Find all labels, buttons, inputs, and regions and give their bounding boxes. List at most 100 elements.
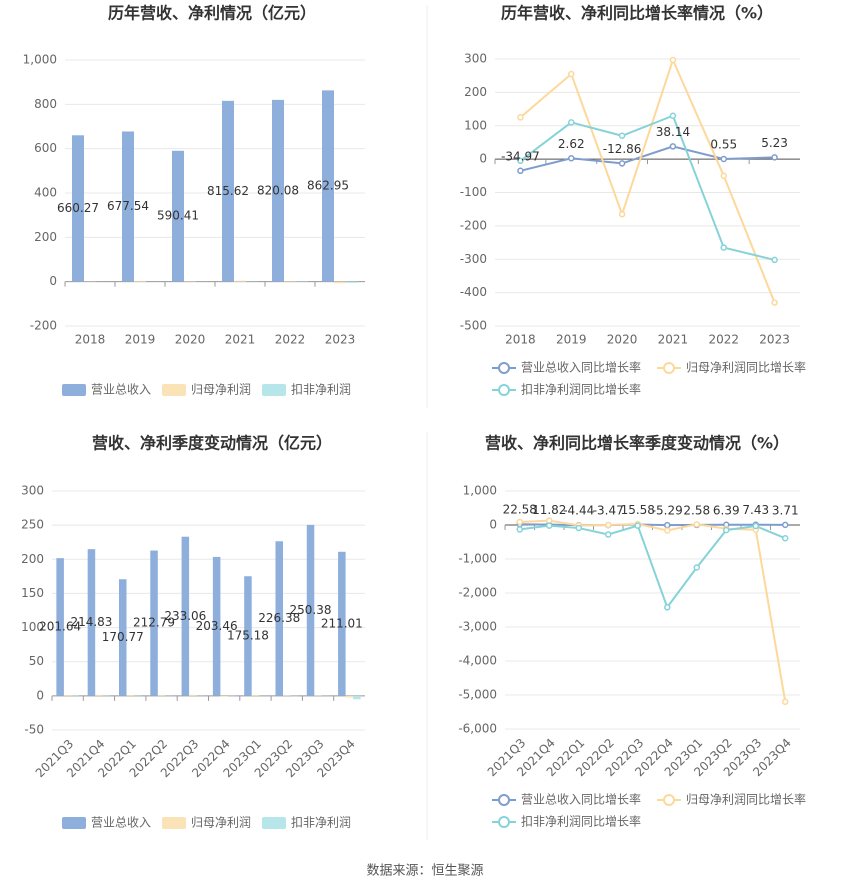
data-label: 5.23 bbox=[761, 136, 788, 150]
legend-swatch bbox=[262, 817, 286, 829]
legend-label: 归母净利润 bbox=[191, 816, 251, 830]
point bbox=[693, 564, 700, 571]
point bbox=[664, 527, 671, 534]
legend-swatch bbox=[498, 794, 510, 806]
bar bbox=[122, 131, 134, 282]
point bbox=[782, 698, 789, 706]
x-tick-label: 2023 bbox=[759, 333, 790, 347]
legend-swatch bbox=[62, 817, 86, 829]
point bbox=[720, 172, 727, 180]
data-label: 820.08 bbox=[257, 183, 299, 197]
point bbox=[618, 160, 626, 167]
legend-label: 归母净利润 bbox=[191, 383, 251, 397]
bar bbox=[150, 550, 158, 696]
y-tick-label: -4,000 bbox=[458, 654, 497, 668]
line bbox=[519, 57, 776, 304]
x-tick-label: 2018 bbox=[75, 333, 106, 347]
y-tick-label: 150 bbox=[21, 586, 44, 600]
point bbox=[546, 522, 553, 529]
chart-title: 营收、净利季度变动情况（亿元） bbox=[92, 434, 332, 453]
data-label: 170.77 bbox=[102, 630, 144, 644]
legend-swatch bbox=[162, 384, 186, 396]
data-label: 660.27 bbox=[57, 201, 99, 215]
bar bbox=[272, 99, 284, 282]
bar bbox=[353, 695, 361, 700]
legend-swatch bbox=[663, 362, 675, 374]
bar bbox=[322, 90, 334, 282]
point bbox=[517, 114, 524, 121]
bar bbox=[212, 556, 221, 696]
data-label: 0.55 bbox=[710, 137, 737, 151]
data-label: 233.06 bbox=[164, 609, 206, 623]
data-label: 212.79 bbox=[133, 616, 175, 630]
data-label: -12.86 bbox=[603, 142, 642, 156]
legend-swatch bbox=[498, 384, 510, 396]
legend-label: 扣非净利润 bbox=[291, 383, 351, 397]
bar bbox=[220, 695, 228, 697]
y-tick-label: -500 bbox=[460, 319, 487, 333]
legend-swatch bbox=[498, 816, 510, 828]
point bbox=[771, 299, 778, 306]
x-tick-label: 2018 bbox=[505, 333, 536, 347]
y-tick-label: 0 bbox=[489, 518, 497, 532]
y-tick-label: 300 bbox=[21, 484, 44, 498]
bar bbox=[222, 100, 234, 282]
x-tick-label: 2022 bbox=[275, 333, 306, 347]
legend-label: 营业总收入 bbox=[91, 383, 151, 397]
x-tick-label: 2020 bbox=[175, 333, 206, 347]
y-tick-label: -200 bbox=[30, 319, 57, 333]
y-tick-label: 50 bbox=[29, 654, 44, 668]
point bbox=[575, 524, 582, 532]
x-tick-label: 2021 bbox=[658, 333, 689, 347]
bar bbox=[234, 280, 246, 282]
data-label: 3.71 bbox=[772, 503, 799, 517]
bar bbox=[189, 694, 197, 696]
y-tick-label: 100 bbox=[464, 118, 487, 132]
point bbox=[516, 526, 523, 533]
bar bbox=[251, 694, 260, 696]
y-tick-label: -5,000 bbox=[458, 688, 497, 702]
y-tick-label: -200 bbox=[460, 218, 487, 232]
x-tick-label: 2019 bbox=[125, 333, 156, 347]
legend-label: 扣非净利润同比增长率 bbox=[521, 814, 641, 829]
bar bbox=[346, 281, 358, 283]
bar bbox=[134, 280, 146, 282]
y-tick-label: -100 bbox=[460, 185, 487, 199]
point bbox=[771, 256, 778, 264]
data-label: 590.41 bbox=[157, 209, 199, 223]
y-tick-label: -300 bbox=[460, 252, 487, 266]
data-label: 15.58 bbox=[621, 503, 655, 517]
point bbox=[782, 535, 789, 542]
bar bbox=[63, 695, 72, 696]
legend-label: 扣非净利润同比增长率 bbox=[521, 382, 641, 397]
y-tick-label: 0 bbox=[49, 274, 57, 288]
point bbox=[669, 143, 677, 150]
bar bbox=[181, 536, 190, 696]
chart-title: 历年营收、净利同比增长率情况（%） bbox=[501, 4, 773, 23]
legend-swatch bbox=[62, 384, 86, 396]
y-tick-label: 200 bbox=[34, 230, 57, 244]
y-tick-label: 250 bbox=[21, 518, 44, 532]
bar bbox=[157, 695, 166, 696]
y-tick-label: 400 bbox=[34, 186, 57, 200]
bar bbox=[345, 695, 354, 698]
bar bbox=[87, 549, 96, 696]
point bbox=[605, 531, 612, 538]
data-label: 2.62 bbox=[558, 137, 585, 151]
bar bbox=[275, 541, 283, 696]
point bbox=[516, 518, 523, 526]
y-tick-label: 200 bbox=[21, 552, 44, 566]
data-label: 22.58 bbox=[503, 503, 537, 517]
bar bbox=[244, 576, 252, 696]
data-label: 2.58 bbox=[683, 503, 710, 517]
bar bbox=[306, 524, 315, 696]
legend-label: 扣非净利润 bbox=[291, 816, 351, 830]
y-tick-label: -50 bbox=[24, 723, 44, 737]
line bbox=[520, 145, 775, 172]
y-tick-label: -400 bbox=[460, 285, 487, 299]
data-label: 201.64 bbox=[39, 620, 81, 634]
bar bbox=[56, 558, 64, 696]
line bbox=[519, 524, 786, 610]
x-tick-label: 2020 bbox=[607, 333, 638, 347]
